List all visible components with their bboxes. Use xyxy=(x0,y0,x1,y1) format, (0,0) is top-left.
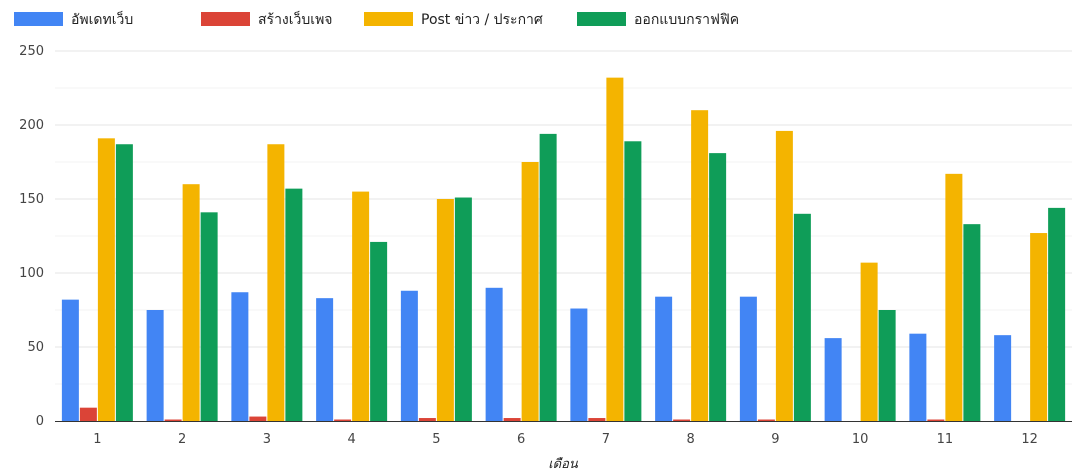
legend-swatch xyxy=(364,12,413,26)
gridlines xyxy=(55,50,1072,385)
y-tick-label: 50 xyxy=(27,340,44,355)
x-axis-ticks: 1 2 3 4 5 6 7 8 9 10 11 12 xyxy=(93,432,1038,447)
bar xyxy=(739,296,757,421)
legend-label: สร้างเว็บเพจ xyxy=(258,10,333,28)
y-tick-label: 200 xyxy=(19,118,44,133)
bar xyxy=(231,292,249,421)
bar xyxy=(316,298,334,421)
x-tick-label: 4 xyxy=(347,432,355,447)
bar xyxy=(146,310,164,421)
bar xyxy=(963,224,981,421)
bar xyxy=(97,138,115,421)
bar xyxy=(709,153,727,421)
bar xyxy=(352,191,370,421)
bar xyxy=(655,296,673,421)
bar xyxy=(945,173,963,421)
bar xyxy=(691,110,709,421)
legend-swatch xyxy=(14,12,63,26)
bar xyxy=(418,418,436,421)
bar xyxy=(164,419,182,421)
bar xyxy=(793,213,811,421)
bar xyxy=(370,241,388,421)
bar xyxy=(249,416,267,421)
bar xyxy=(588,418,606,421)
y-tick-label: 0 xyxy=(36,414,44,429)
legend: อัพเดทเว็บ สร้างเว็บเพจ Post ข่าว / ประกาศ… xyxy=(14,10,739,28)
bar xyxy=(200,212,218,421)
bar xyxy=(61,299,79,421)
bar xyxy=(521,162,539,421)
bar xyxy=(824,338,842,421)
x-axis-label: เดือน xyxy=(548,457,579,472)
y-tick-label: 100 xyxy=(19,266,44,281)
x-tick-label: 7 xyxy=(602,432,610,447)
y-axis-ticks: 0 50 100 150 200 250 xyxy=(19,44,44,429)
x-tick-label: 5 xyxy=(432,432,440,447)
x-tick-label: 6 xyxy=(517,432,525,447)
bar xyxy=(400,290,418,421)
x-tick-label: 8 xyxy=(686,432,694,447)
x-tick-label: 2 xyxy=(178,432,186,447)
bar xyxy=(878,310,896,421)
bar xyxy=(1030,233,1048,421)
bars xyxy=(61,77,1066,422)
x-tick-label: 12 xyxy=(1021,432,1038,447)
bar xyxy=(909,333,927,421)
x-tick-label: 9 xyxy=(771,432,779,447)
bar xyxy=(570,308,588,421)
bar xyxy=(994,335,1012,421)
legend-swatch xyxy=(201,12,250,26)
x-tick-label: 10 xyxy=(852,432,869,447)
legend-label: Post ข่าว / ประกาศ xyxy=(421,12,543,28)
legend-label: อัพเดทเว็บ xyxy=(71,10,133,28)
bar xyxy=(454,197,472,421)
bar xyxy=(860,262,878,421)
bar xyxy=(775,130,793,422)
bar xyxy=(79,407,97,421)
bar xyxy=(1048,207,1066,421)
bar xyxy=(673,419,691,421)
bar xyxy=(624,141,642,421)
x-tick-label: 11 xyxy=(937,432,954,447)
bar xyxy=(115,144,133,422)
legend-label: ออกแบบกราฟฟิค xyxy=(634,12,739,28)
bar xyxy=(334,419,352,421)
bar xyxy=(539,133,557,421)
bar xyxy=(606,77,624,421)
x-tick-label: 1 xyxy=(93,432,101,447)
bar xyxy=(182,184,200,421)
bar xyxy=(436,199,454,421)
bar xyxy=(757,419,775,421)
y-tick-label: 150 xyxy=(19,192,44,207)
bar xyxy=(285,188,303,421)
x-tick-label: 3 xyxy=(263,432,271,447)
y-tick-label: 250 xyxy=(19,44,44,59)
bar xyxy=(927,419,945,421)
bar xyxy=(267,144,285,422)
bar xyxy=(503,418,521,421)
legend-swatch xyxy=(577,12,626,26)
bar xyxy=(485,287,503,421)
